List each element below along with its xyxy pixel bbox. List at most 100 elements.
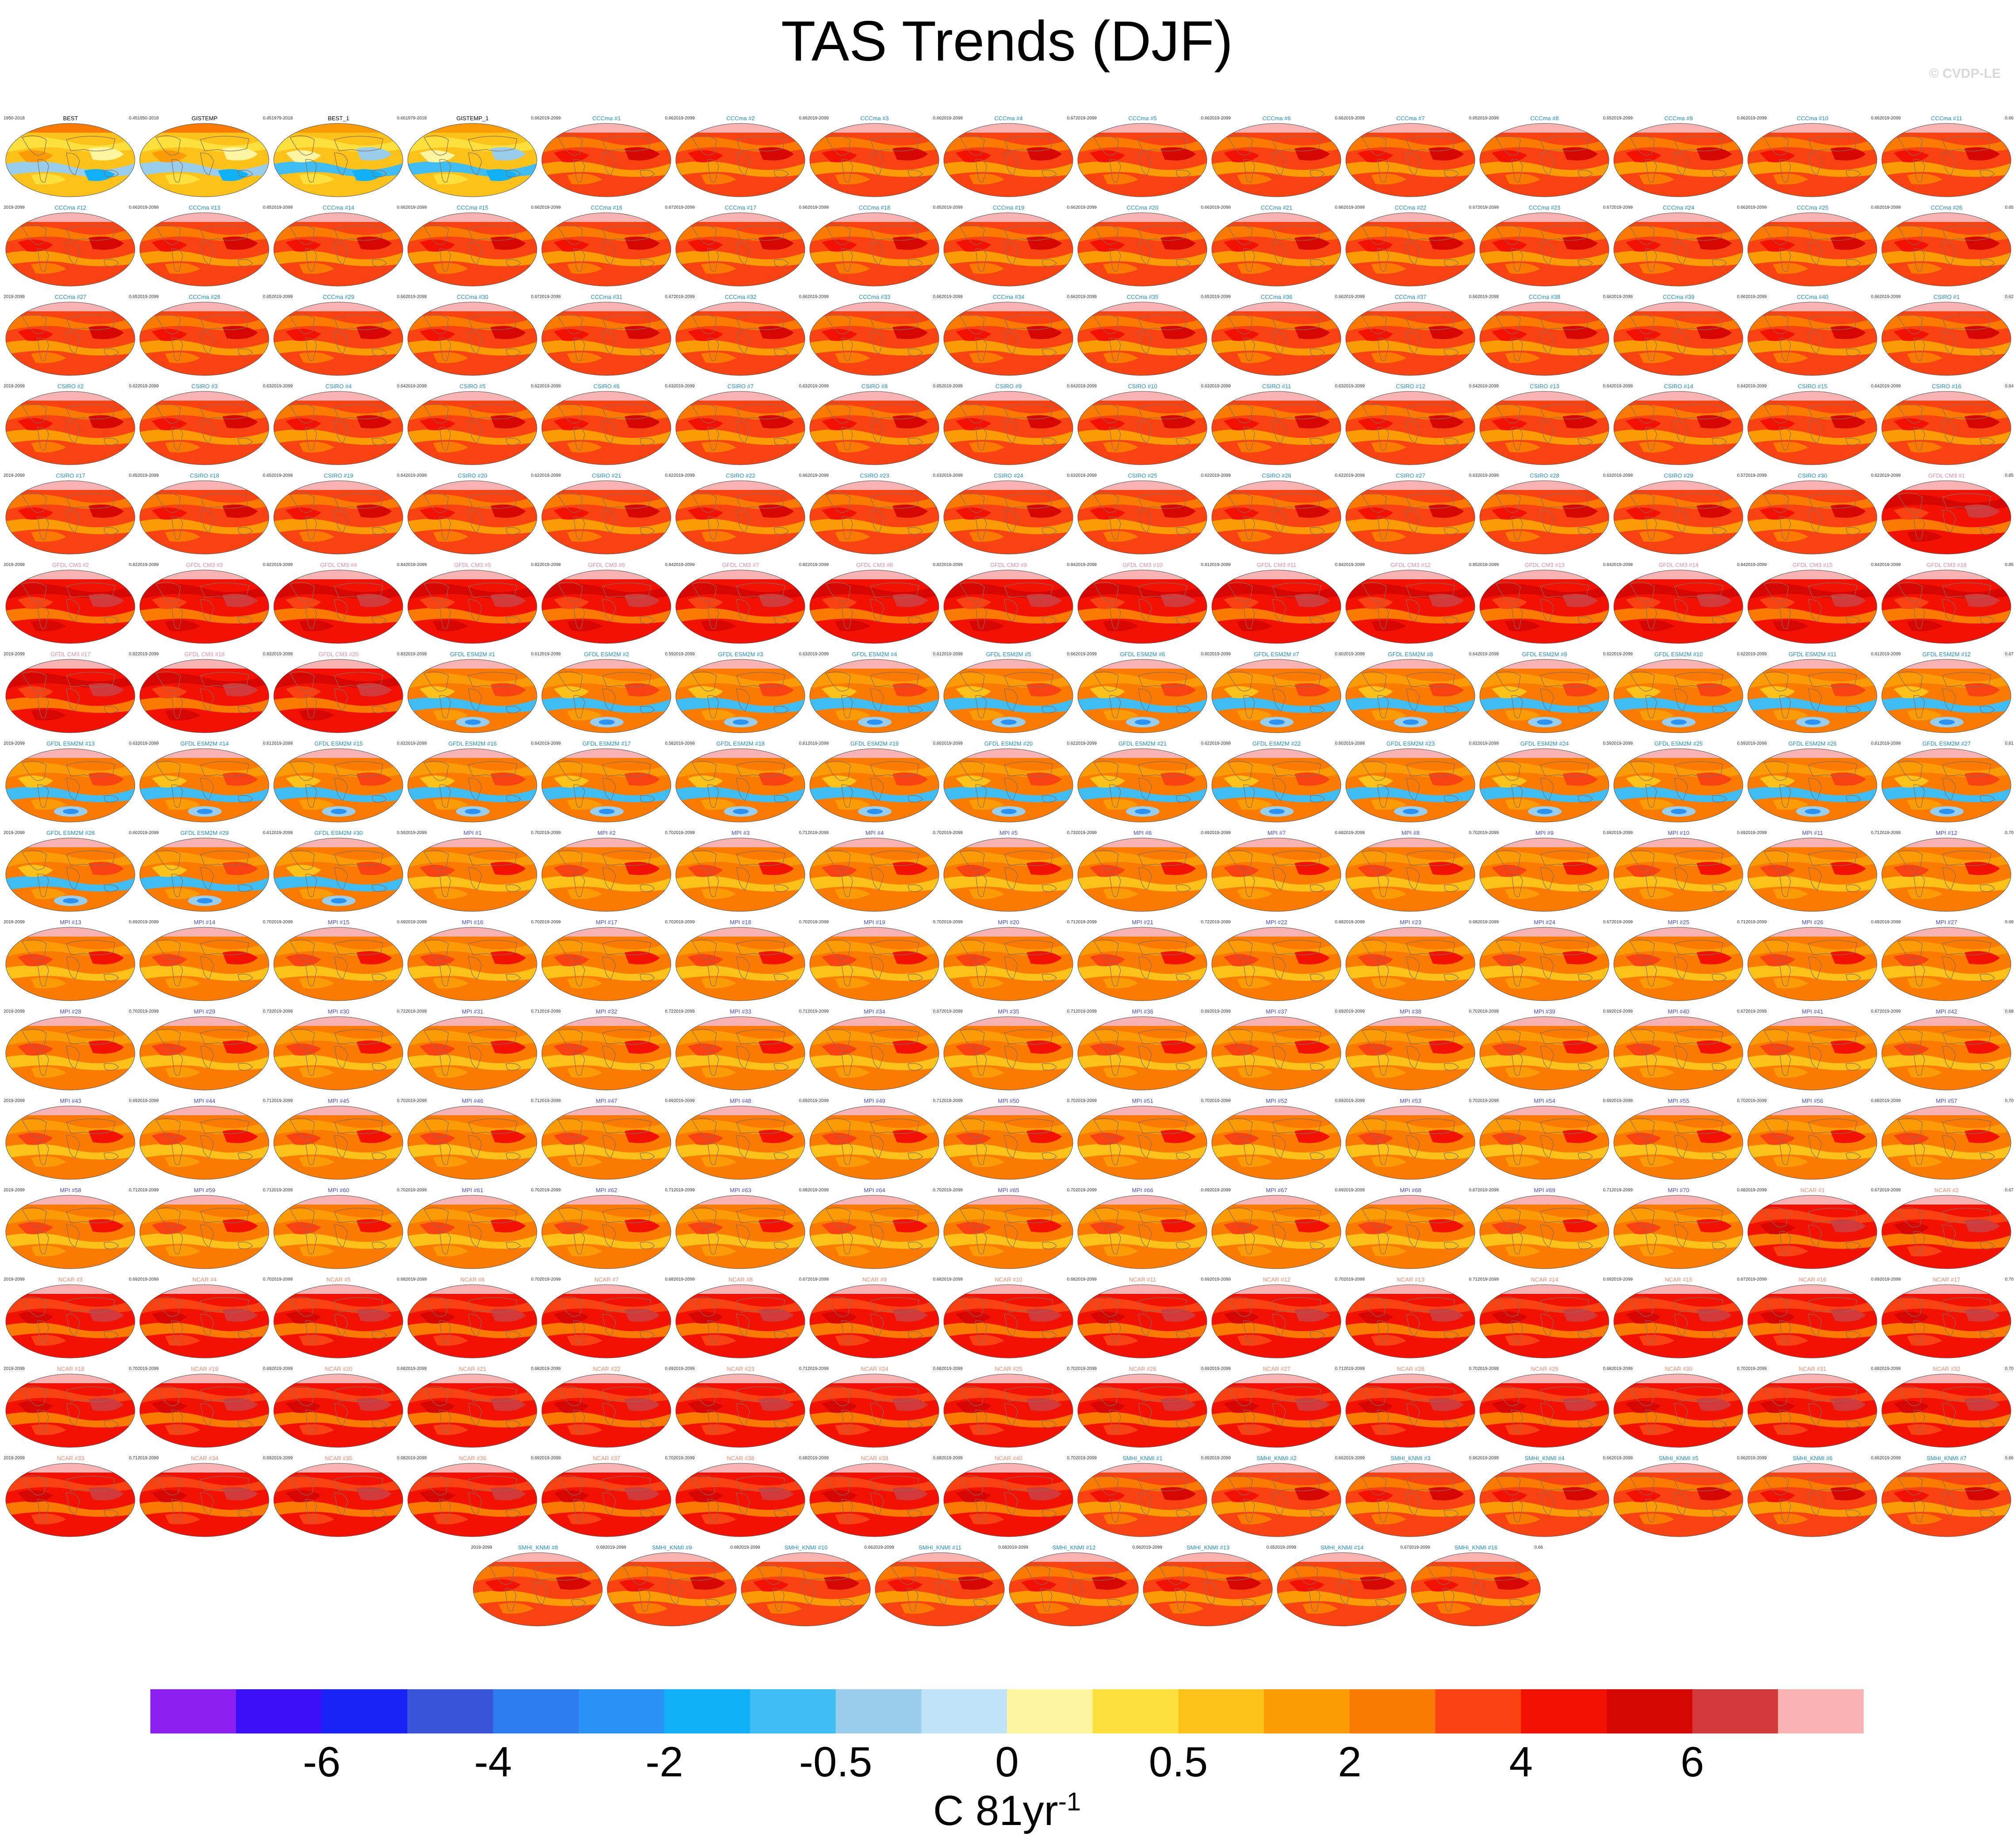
map-panel: 2019-2099 SMHI_KNMI #9 0.68 bbox=[605, 1544, 739, 1628]
map-panel: 2019-2099 MPI #49 0.71 bbox=[808, 1098, 942, 1182]
panel-title: NCAR #2 bbox=[1934, 1187, 1959, 1194]
panel-title: GFDL ESM2M #29 bbox=[180, 830, 229, 836]
panel-title: MPI #39 bbox=[1534, 1008, 1555, 1015]
map-panel: 2019-2099 MPI #66 0.69 bbox=[1076, 1187, 1210, 1271]
panel-title: CCCma #19 bbox=[992, 204, 1025, 211]
map-panel: 2019-2099 GFDL CM3 #6 0.84 bbox=[540, 562, 674, 646]
panel-title: CCCma #20 bbox=[1126, 204, 1159, 211]
panel-title: MPI #1 bbox=[463, 830, 482, 836]
panel-pattern-correlation: 0.85 bbox=[2005, 473, 2014, 478]
global-map bbox=[1613, 302, 1743, 376]
panel-title: NCAR #6 bbox=[460, 1276, 485, 1283]
map-panel: 2019-2099 CCCma #19 0.66 bbox=[942, 204, 1076, 288]
global-map bbox=[1747, 123, 1877, 197]
global-map bbox=[5, 927, 135, 1001]
panel-period: 2019-2099 bbox=[1746, 116, 1767, 121]
map-panel: 2019-2099 MPI #29 0.73 bbox=[138, 1008, 272, 1092]
map-panel: 2019-2099 SMHI_KNMI #6 0.66 bbox=[1746, 1455, 1880, 1539]
panel-period: 2019-2099 bbox=[1344, 830, 1365, 835]
global-map bbox=[1613, 570, 1743, 644]
map-panel: 2019-2099 CCCma #21 0.66 bbox=[1210, 204, 1344, 288]
map-panel: 2019-2099 CCCma #8 0.65 bbox=[1478, 115, 1612, 199]
map-panel: 2019-2099 CCCma #23 0.67 bbox=[1478, 204, 1612, 288]
panel-title: MPI #16 bbox=[462, 919, 483, 926]
panel-period: 2019-2099 bbox=[674, 652, 695, 657]
global-map bbox=[273, 302, 403, 376]
panel-pattern-correlation: 0.70 bbox=[531, 830, 540, 835]
panel-title: MPI #17 bbox=[596, 919, 617, 926]
panel-pattern-correlation: 0.68 bbox=[799, 1188, 808, 1193]
global-map bbox=[1881, 570, 2011, 644]
global-map bbox=[1881, 391, 2011, 465]
map-panel: 2019-2099 NCAR #23 0.71 bbox=[674, 1366, 808, 1450]
panel-period: 2019-2099 bbox=[1344, 295, 1365, 299]
map-panel: 2019-2099 NCAR #22 0.69 bbox=[540, 1366, 674, 1450]
global-map bbox=[139, 659, 269, 733]
global-map bbox=[1479, 123, 1609, 197]
panel-title: MPI #69 bbox=[1534, 1187, 1555, 1194]
panel-title: NCAR #11 bbox=[1129, 1276, 1156, 1283]
panel-pattern-correlation: 0.66 bbox=[2005, 1456, 2014, 1461]
panel-title: GFDL ESM2M #13 bbox=[46, 740, 95, 747]
global-map bbox=[1211, 1374, 1341, 1448]
map-panel: 2019-2099 CSIRO #21 0.62 bbox=[540, 472, 674, 556]
panel-period: 2019-2099 bbox=[1612, 205, 1633, 210]
map-panel: 2019-2099 NCAR #35 0.68 bbox=[272, 1455, 406, 1539]
map-panel: 2019-2099 GFDL ESM2M #8 0.64 bbox=[1344, 651, 1478, 735]
panel-period: 2019-2099 bbox=[808, 473, 829, 478]
panel-pattern-correlation: 0.61 bbox=[799, 741, 808, 746]
map-panel: 2019-2099 MPI #43 0.69 bbox=[4, 1098, 138, 1182]
panel-title: NCAR #38 bbox=[727, 1455, 754, 1462]
panel-period: 2019-2099 bbox=[138, 473, 159, 478]
map-panel: 2019-2099 SMHI_KNMI #7 0.66 bbox=[1880, 1455, 2014, 1539]
panel-pattern-correlation: 0.60 bbox=[1335, 652, 1344, 657]
global-map bbox=[273, 1463, 403, 1537]
panel-pattern-correlation: 0.70 bbox=[665, 1456, 674, 1461]
panel-pattern-correlation: 0.71 bbox=[799, 830, 808, 835]
map-panel: 2019-2099 GFDL ESM2M #4 0.61 bbox=[808, 651, 942, 735]
global-map bbox=[1613, 123, 1743, 197]
panel-pattern-correlation: 0.63 bbox=[1201, 384, 1210, 389]
panel-period: 2019-2099 bbox=[1478, 741, 1499, 746]
map-panel: 2019-2099 MPI #16 0.70 bbox=[406, 919, 540, 1003]
figure-title: TAS Trends (DJF) bbox=[781, 10, 1233, 73]
global-map bbox=[273, 391, 403, 465]
panel-pattern-correlation: 0.69 bbox=[1201, 1366, 1210, 1371]
map-panel: 2019-2099 NCAR #9 0.68 bbox=[808, 1276, 942, 1360]
panel-title: MPI #8 bbox=[1401, 830, 1420, 836]
global-map bbox=[407, 302, 537, 376]
map-panel: 2019-2099 GFDL ESM2M #6 0.60 bbox=[1076, 651, 1210, 735]
panel-pattern-correlation: 0.65 bbox=[1871, 205, 1880, 210]
global-map bbox=[1345, 1463, 1475, 1537]
panel-period: 2019-2099 bbox=[272, 1456, 293, 1461]
map-panel: 2019-2099 MPI #26 0.69 bbox=[1746, 919, 1880, 1003]
panel-period: 2019-2099 bbox=[406, 562, 427, 567]
panel-title: MPI #52 bbox=[1266, 1098, 1287, 1104]
map-panel: 2019-2099 CCCma #15 0.66 bbox=[406, 204, 540, 288]
panel-pattern-correlation: 0.70 bbox=[531, 1277, 540, 1282]
panel-period: 2019-2099 bbox=[406, 1277, 427, 1282]
global-map bbox=[1747, 391, 1877, 465]
panel-period: 2019-2099 bbox=[1746, 920, 1767, 925]
panel-pattern-correlation: 0.70 bbox=[397, 1188, 406, 1193]
panel-pattern-correlation: 0.59 bbox=[1603, 741, 1612, 746]
panel-title: CCCma #34 bbox=[992, 294, 1025, 300]
global-map bbox=[541, 212, 671, 287]
global-map bbox=[139, 838, 269, 912]
panel-title: CSIRO #19 bbox=[324, 472, 353, 479]
panel-pattern-correlation: 0.61 bbox=[531, 652, 540, 657]
global-map bbox=[1345, 1106, 1475, 1180]
panel-title: CCCma #11 bbox=[1931, 115, 1962, 122]
panel-title: CSIRO #22 bbox=[726, 472, 755, 479]
panel-pattern-correlation: 0.67 bbox=[665, 205, 674, 210]
panel-title: NCAR #15 bbox=[1665, 1276, 1692, 1283]
panel-period: 2019-2099 bbox=[138, 920, 159, 925]
map-panel: 2019-2099 MPI #28 0.70 bbox=[4, 1008, 138, 1092]
global-map bbox=[1211, 1016, 1341, 1090]
panel-title: GFDL ESM2M #7 bbox=[1254, 651, 1299, 658]
global-map bbox=[809, 1195, 939, 1269]
panel-title: MPI #51 bbox=[1132, 1098, 1153, 1104]
global-map bbox=[1345, 123, 1475, 197]
map-panel: 2019-2099 MPI #5 0.73 bbox=[942, 830, 1076, 914]
colorbar-swatch bbox=[1264, 1689, 1350, 1733]
